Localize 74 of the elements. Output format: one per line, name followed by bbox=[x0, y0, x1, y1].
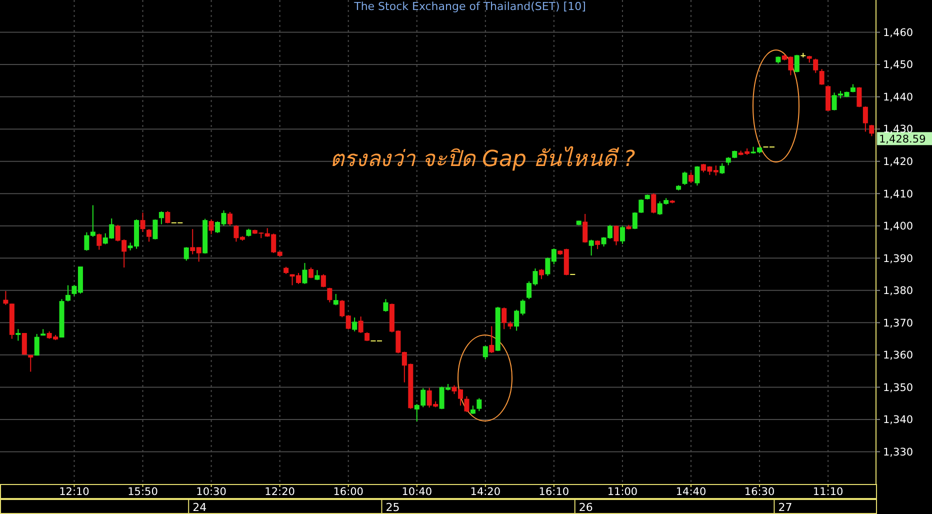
y-tick-label: 1,460 bbox=[883, 26, 914, 39]
candlestick bbox=[538, 268, 544, 280]
candlestick bbox=[588, 239, 594, 256]
candlestick bbox=[184, 246, 189, 262]
text: 24 bbox=[192, 501, 207, 514]
x-tick-label: 10:30 bbox=[196, 486, 226, 498]
candlestick bbox=[682, 171, 688, 186]
y-tick-label: 1,420 bbox=[883, 156, 914, 168]
y-tick-label: 1,410 bbox=[883, 188, 914, 200]
y-tick-label: 1,400 bbox=[883, 220, 914, 233]
candlestick bbox=[489, 326, 494, 354]
candlestick bbox=[302, 262, 308, 284]
text: 1,428.59 bbox=[879, 133, 926, 146]
y-tick-label: 1,380 bbox=[883, 285, 914, 298]
candlestick bbox=[794, 54, 800, 73]
x-tick-label: 14:40 bbox=[676, 486, 706, 498]
candlestick bbox=[227, 211, 232, 226]
candlestick bbox=[16, 328, 21, 342]
candlestick bbox=[582, 213, 588, 244]
candlestick bbox=[819, 68, 824, 86]
candlestick bbox=[638, 198, 644, 214]
candlestick bbox=[3, 290, 8, 306]
candlestick bbox=[476, 398, 482, 412]
y-tick-label: 1,440 bbox=[883, 91, 914, 104]
x-tick-label: 10:40 bbox=[402, 486, 432, 498]
annotation: ตรงลงว่า จะปิด Gap อันไหนดี ? bbox=[330, 146, 636, 172]
candlestick bbox=[165, 210, 170, 224]
candlestick bbox=[383, 298, 388, 312]
x-tick-label: 16:10 bbox=[538, 486, 570, 498]
x-tick-label: 16:00 bbox=[333, 486, 364, 498]
candlestick bbox=[66, 284, 70, 302]
chart-title: The Stock Exchange of Thailand(SET) [10] bbox=[353, 0, 586, 13]
x-tick-label: 14:20 bbox=[470, 486, 501, 498]
candlestick bbox=[856, 86, 862, 108]
candlestick bbox=[34, 333, 40, 356]
candlestick bbox=[158, 210, 164, 225]
text: 26 bbox=[578, 501, 593, 514]
candlestick bbox=[482, 345, 488, 360]
y-tick-label: 1,330 bbox=[883, 446, 914, 458]
candlestick bbox=[720, 162, 725, 174]
candlestick bbox=[813, 58, 818, 74]
candlestick bbox=[688, 172, 694, 184]
candlestick bbox=[28, 354, 34, 372]
x-tick-label: 16:30 bbox=[744, 486, 775, 498]
x-tick-label: 11:10 bbox=[812, 486, 844, 498]
candlestick bbox=[140, 212, 146, 232]
candlestick bbox=[862, 106, 868, 132]
y-tick-label: 1,340 bbox=[883, 414, 914, 426]
candlestick bbox=[320, 274, 326, 288]
x-tick-label: 12:10 bbox=[59, 486, 90, 498]
y-tick-label: 1,370 bbox=[883, 317, 914, 330]
text: 25 bbox=[386, 501, 400, 514]
y-tick-label: 1,390 bbox=[883, 252, 914, 265]
text: 27 bbox=[778, 501, 792, 514]
y-tick-label: 1,360 bbox=[883, 350, 914, 362]
candlestick bbox=[333, 293, 338, 306]
candlestick bbox=[96, 233, 102, 250]
candlestick bbox=[208, 218, 214, 235]
candlestick bbox=[358, 316, 364, 334]
x-tick-label: 11:00 bbox=[607, 486, 638, 498]
candlestick bbox=[464, 396, 470, 413]
candlestick bbox=[620, 225, 625, 244]
candlestick bbox=[152, 218, 158, 240]
candlestick bbox=[146, 228, 152, 242]
x-tick-label: 12:20 bbox=[264, 486, 295, 498]
y-tick-label: 1,450 bbox=[883, 59, 914, 72]
candlestick bbox=[352, 317, 358, 332]
x-tick-label: 15:50 bbox=[128, 486, 158, 498]
candlestick bbox=[327, 287, 332, 303]
y-tick-label: 1,350 bbox=[883, 382, 914, 394]
candlestick bbox=[651, 192, 656, 214]
candlestick bbox=[502, 307, 507, 330]
candlestick bbox=[694, 166, 700, 186]
candlestick bbox=[614, 225, 619, 246]
